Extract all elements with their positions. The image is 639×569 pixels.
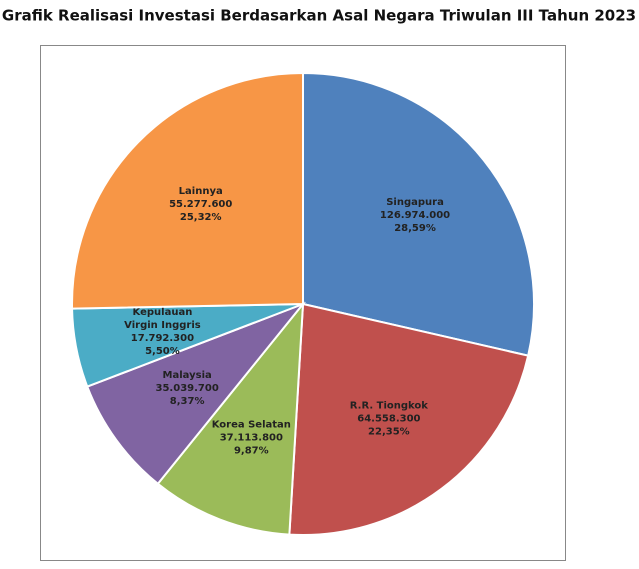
- slice-label: Kepulauan Virgin Inggris: [124, 307, 201, 331]
- slice-label: Lainnya: [179, 186, 223, 197]
- slice-amount: 17.792.300: [131, 333, 194, 344]
- slice-percent: 28,59%: [394, 223, 436, 234]
- pie-slice: [156, 300, 305, 536]
- slice-amount: 55.277.600: [169, 199, 232, 210]
- slice-percent: 22,35%: [368, 427, 410, 438]
- slice-label: Singapura: [386, 197, 444, 208]
- slice-amount: 126.974.000: [380, 210, 450, 221]
- pie-slice: [85, 301, 307, 486]
- pie-slice: [288, 302, 530, 536]
- slice-amount: 35.039.700: [156, 383, 219, 394]
- slice-percent: 8,37%: [170, 396, 205, 407]
- chart-title: Grafik Realisasi Investasi Berdasarkan A…: [2, 7, 636, 25]
- slice-label: R.R. Tiongkok: [350, 401, 428, 412]
- slice-percent: 9,87%: [234, 446, 269, 457]
- slice-percent: 5,50%: [145, 346, 180, 357]
- slice-amount: 37.113.800: [220, 433, 283, 444]
- pie-slice: [71, 71, 304, 310]
- slice-percent: 25,32%: [180, 212, 222, 223]
- slice-amount: 64.558.300: [357, 414, 420, 425]
- slice-label: Korea Selatan: [212, 420, 291, 431]
- pie-slice: [302, 71, 535, 357]
- slice-label: Malaysia: [163, 370, 212, 381]
